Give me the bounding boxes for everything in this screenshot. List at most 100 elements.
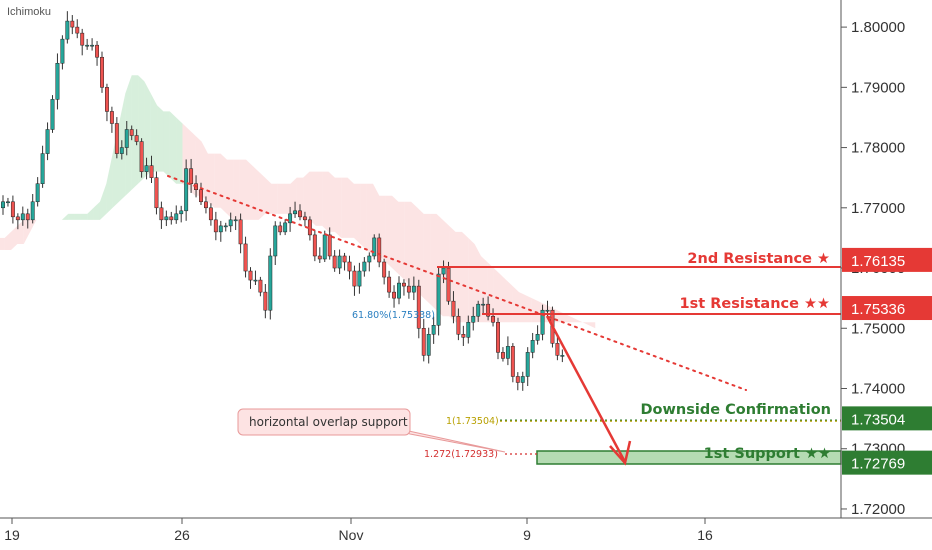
candle-body	[40, 153, 45, 184]
cloud-segment	[144, 81, 151, 178]
candle-body	[169, 216, 174, 221]
cloud-segment	[461, 231, 469, 323]
time-tick-label: 16	[697, 527, 713, 543]
cloud-segment	[284, 183, 291, 214]
candle-body	[90, 44, 95, 47]
price-level-badge-label: 1.76135	[851, 253, 905, 270]
downside-confirmation-label: Downside Confirmation	[641, 402, 831, 418]
candle-body	[431, 325, 436, 335]
candle-body	[263, 291, 268, 311]
candle-body	[535, 334, 540, 341]
cloud-segment	[563, 313, 570, 323]
cloud-segment	[347, 177, 354, 238]
candle-body	[95, 44, 99, 58]
candle-body	[411, 285, 416, 293]
candle-body	[55, 62, 60, 100]
fib-1272-label: 1.272(1.72933)	[424, 449, 498, 460]
candle-body	[421, 328, 426, 356]
candle-body	[288, 213, 293, 224]
cloud-segment	[252, 165, 259, 220]
candle-body	[223, 225, 228, 228]
candle-body	[60, 38, 65, 64]
cloud-segment	[207, 153, 215, 208]
cloud-segment	[169, 111, 177, 184]
candle-body	[496, 321, 500, 353]
candle-body	[159, 207, 164, 221]
cloud-segment	[74, 213, 81, 220]
ichimoku-cloud	[0, 75, 596, 329]
candle-body	[50, 99, 55, 130]
cloud-segment	[0, 237, 5, 250]
price-tick-label: 1.79000	[851, 79, 905, 96]
candle-body	[505, 346, 510, 359]
price-level-badge	[842, 296, 932, 321]
candle-body	[402, 282, 406, 287]
candle-body	[560, 355, 565, 357]
candle-body	[307, 219, 312, 236]
candle-body	[327, 234, 332, 257]
cloud-segment	[417, 207, 424, 299]
cloud-segment	[99, 183, 107, 220]
candle-body	[501, 352, 505, 359]
candle-body	[134, 135, 139, 142]
candle-body	[362, 261, 367, 272]
cloud-segment	[93, 201, 100, 220]
cloud-segment	[265, 177, 272, 214]
candle-body	[416, 285, 421, 329]
candle-body	[337, 255, 342, 269]
candle-body	[322, 234, 327, 260]
cloud-segment	[61, 213, 69, 220]
cloud-segment	[474, 243, 481, 323]
cloud-segment	[195, 135, 202, 196]
candle-body	[164, 216, 169, 221]
cloud-segment	[17, 219, 24, 244]
time-tick-label: 19	[4, 527, 20, 543]
cloud-segment	[30, 219, 37, 232]
candle-body	[154, 177, 159, 209]
candle-body	[530, 340, 535, 353]
candle-body	[218, 225, 223, 233]
candle-body	[15, 216, 20, 221]
candle-body	[253, 279, 258, 282]
candle-body	[555, 343, 560, 356]
cloud-segment	[531, 298, 539, 323]
cloud-segment	[220, 153, 227, 214]
cloud-segment	[290, 177, 297, 214]
candle-body	[347, 261, 352, 272]
price-tick-label: 1.77000	[851, 200, 905, 217]
cloud-segment	[258, 171, 266, 220]
candle-body	[30, 201, 35, 221]
candle-body	[119, 147, 124, 154]
candle-body	[357, 270, 362, 287]
chart-annotations: 2nd Resistance ★ 1st Resistance ★★ 61.80…	[167, 175, 842, 466]
time-tick-label: 26	[174, 527, 190, 543]
first-resistance-label: 1st Resistance ★★	[680, 296, 830, 312]
price-tick-label: 1.78000	[851, 140, 905, 157]
candle-body	[100, 56, 104, 88]
cloud-segment	[525, 295, 532, 323]
cloud-segment	[246, 159, 253, 220]
cloud-segment	[322, 171, 329, 232]
cloud-segment	[271, 183, 278, 214]
candle-body	[481, 303, 486, 306]
candle-body	[342, 255, 347, 263]
candle-body	[367, 255, 372, 263]
candle-body	[397, 282, 401, 299]
cloud-segment	[455, 231, 462, 323]
candle-body	[520, 376, 525, 383]
candle-body	[461, 334, 466, 338]
candle-body	[303, 216, 307, 221]
candle-body	[35, 183, 40, 203]
candle-body	[6, 201, 10, 204]
candle-body	[213, 219, 218, 233]
candle-body	[525, 352, 530, 377]
cloud-segment	[11, 225, 18, 250]
candle-body	[238, 219, 243, 245]
cloud-segment	[449, 225, 456, 323]
cloud-segment	[23, 219, 31, 244]
cloud-segment	[131, 75, 139, 190]
time-axis[interactable]: 19 26 Nov 9 16	[4, 518, 713, 543]
callout-box	[237, 408, 411, 436]
candle-body	[476, 303, 481, 317]
